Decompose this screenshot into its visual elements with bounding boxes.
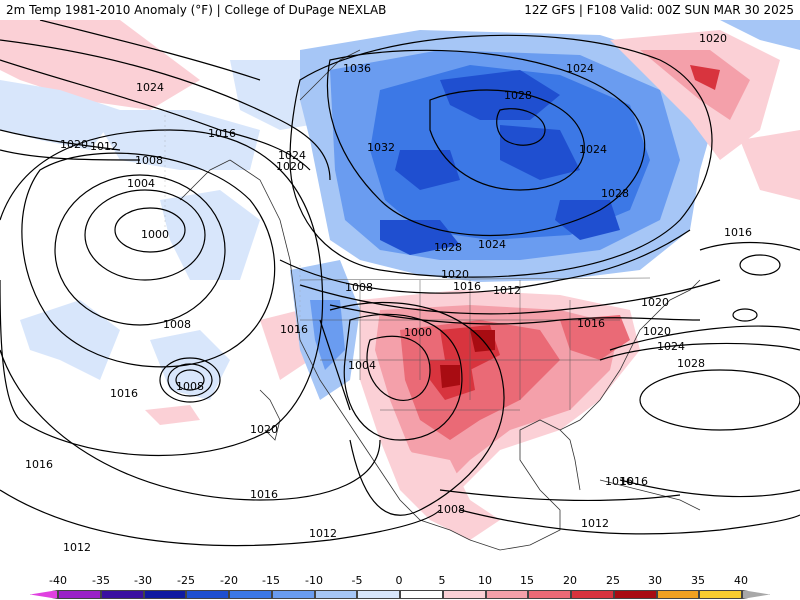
isobar-1024-quebec: 1024 xyxy=(579,143,607,156)
isobar-1008-pac-low: 1008 xyxy=(176,380,204,393)
isobars xyxy=(0,20,800,547)
colorbar-labels: -40 -35 -30 -25 -20 -15 -10 -5 0 5 10 15… xyxy=(0,574,800,588)
colorbar-swatch xyxy=(656,590,700,599)
colorbar-swatch xyxy=(271,590,315,599)
isobar-1016-alaska: 1016 xyxy=(208,127,236,140)
colorbar-swatch xyxy=(699,590,742,599)
colorbar-label: 40 xyxy=(734,574,748,587)
isobar-1036: 1036 xyxy=(343,62,371,75)
colorbar-swatch xyxy=(485,590,529,599)
isobar-1020-maine: 1020 xyxy=(641,296,669,309)
model-run-info: 12Z GFS | F108 Valid: 00Z SUN MAR 30 202… xyxy=(524,3,794,17)
isobar-1028-hudson: 1028 xyxy=(504,89,532,102)
grid-lines xyxy=(164,110,301,320)
isobar-1016-pacific: 1016 xyxy=(110,387,138,400)
colorbar-label: 30 xyxy=(648,574,662,587)
isobar-1028-plains: 1028 xyxy=(434,241,462,254)
isobar-1000-sw: 1000 xyxy=(404,326,432,339)
isobar-1032: 1032 xyxy=(367,141,395,154)
isobar-1012-pac-s: 1012 xyxy=(309,527,337,540)
isobar-1016-east: 1016 xyxy=(577,317,605,330)
colorbar-label: -30 xyxy=(134,574,152,587)
isobar-1008-mexico: 1008 xyxy=(437,503,465,516)
colorbar-swatch xyxy=(229,590,272,599)
isobar-1020-bc: 1020 xyxy=(276,160,304,173)
colorbar: -40 -35 -30 -25 -20 -15 -10 -5 0 5 10 15… xyxy=(0,570,800,600)
isobar-1024-atlantic: 1024 xyxy=(657,340,685,353)
isobar-1016-caribbean: 1016 xyxy=(605,475,633,488)
isobar-1000-low: 1000 xyxy=(141,228,169,241)
isobar-1016-sw-pac: 1016 xyxy=(250,488,278,501)
isobar-label-group: 1036 1028 1024 1020 1024 1020 1012 1016 … xyxy=(25,32,752,554)
isobar-1024-nw: 1024 xyxy=(136,81,164,94)
colorbar-swatch xyxy=(143,590,187,599)
colorbar-swatch xyxy=(742,590,770,599)
colorbar-label: 15 xyxy=(520,574,534,587)
isobar-1028-atlantic: 1028 xyxy=(677,357,705,370)
map-title: 2m Temp 1981-2010 Anomaly (°F) | College… xyxy=(6,3,387,17)
colorbar-swatches xyxy=(30,590,770,600)
isobar-1016-ca: 1016 xyxy=(280,323,308,336)
colorbar-swatch xyxy=(58,590,101,599)
colorbar-label: -20 xyxy=(220,574,238,587)
colorbar-label: 10 xyxy=(478,574,492,587)
isobar-1020-ne: 1020 xyxy=(699,32,727,45)
isobar-1004-gulf: 1004 xyxy=(127,177,155,190)
colorbar-label: -5 xyxy=(351,574,363,587)
isobar-1012-left: 1012 xyxy=(63,541,91,554)
colorbar-label: 0 xyxy=(395,574,403,587)
coastlines xyxy=(179,49,701,551)
isobar-1016-ontario: 1016 xyxy=(724,226,752,239)
isobar-1024-plains: 1024 xyxy=(478,238,506,251)
isobar-1008-pacific: 1008 xyxy=(163,318,191,331)
colorbar-label: -10 xyxy=(305,574,323,587)
colorbar-label: 25 xyxy=(606,574,620,587)
weather-map: 1036 1028 1024 1020 1024 1020 1012 1016 … xyxy=(0,20,800,570)
colorbar-swatch xyxy=(613,590,657,599)
isobar-1016-plains: 1016 xyxy=(453,280,481,293)
colorbar-swatch xyxy=(400,590,443,599)
isobar-1028-quebec: 1028 xyxy=(601,187,629,200)
colorbar-swatch xyxy=(571,590,614,599)
colorbar-swatch xyxy=(100,590,144,599)
colorbar-label: -40 xyxy=(49,574,67,587)
isobar-1012-plains: 1012 xyxy=(493,284,521,297)
isobar-1012-caribbean: 1012 xyxy=(581,517,609,530)
colorbar-swatch xyxy=(314,590,358,599)
colorbar-swatch xyxy=(186,590,229,599)
colorbar-swatch xyxy=(30,590,58,599)
isobar-1024-bc: 1024 xyxy=(278,149,306,162)
isobar-1024-greenland: 1024 xyxy=(566,62,594,75)
colorbar-swatch xyxy=(357,590,400,599)
colorbar-label: -15 xyxy=(262,574,280,587)
colorbar-label: 20 xyxy=(563,574,577,587)
isobar-1020-plains: 1020 xyxy=(441,268,469,281)
isobar-1020-pacific: 1020 xyxy=(250,423,278,436)
isobar-1016-left: 1016 xyxy=(25,458,53,471)
colorbar-label: 35 xyxy=(691,574,705,587)
isobar-1004-sw: 1004 xyxy=(348,359,376,372)
isobar-1020-alaska: 1020 xyxy=(60,138,88,151)
colorbar-swatch xyxy=(442,590,486,599)
colorbar-label: -25 xyxy=(177,574,195,587)
colorbar-swatch xyxy=(528,590,571,599)
isobar-1008-gulf: 1008 xyxy=(135,154,163,167)
isobar-1012-alaska: 1012 xyxy=(90,140,118,153)
isobar-1020-atlantic: 1020 xyxy=(643,325,671,338)
isobar-1016-mexico: 1016 xyxy=(620,475,648,488)
colorbar-label: 5 xyxy=(438,574,446,587)
isobar-1008-rockies: 1008 xyxy=(345,281,373,294)
map-header: 2m Temp 1981-2010 Anomaly (°F) | College… xyxy=(0,0,800,20)
map-svg: 1036 1028 1024 1020 1024 1020 1012 1016 … xyxy=(0,20,800,570)
colorbar-label: -35 xyxy=(92,574,110,587)
